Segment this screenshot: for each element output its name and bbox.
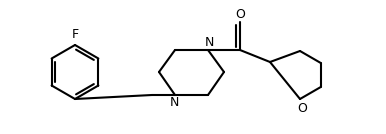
Text: O: O xyxy=(235,8,245,21)
Text: F: F xyxy=(71,27,79,40)
Text: N: N xyxy=(204,36,214,49)
Text: N: N xyxy=(169,96,179,109)
Text: O: O xyxy=(297,103,307,116)
